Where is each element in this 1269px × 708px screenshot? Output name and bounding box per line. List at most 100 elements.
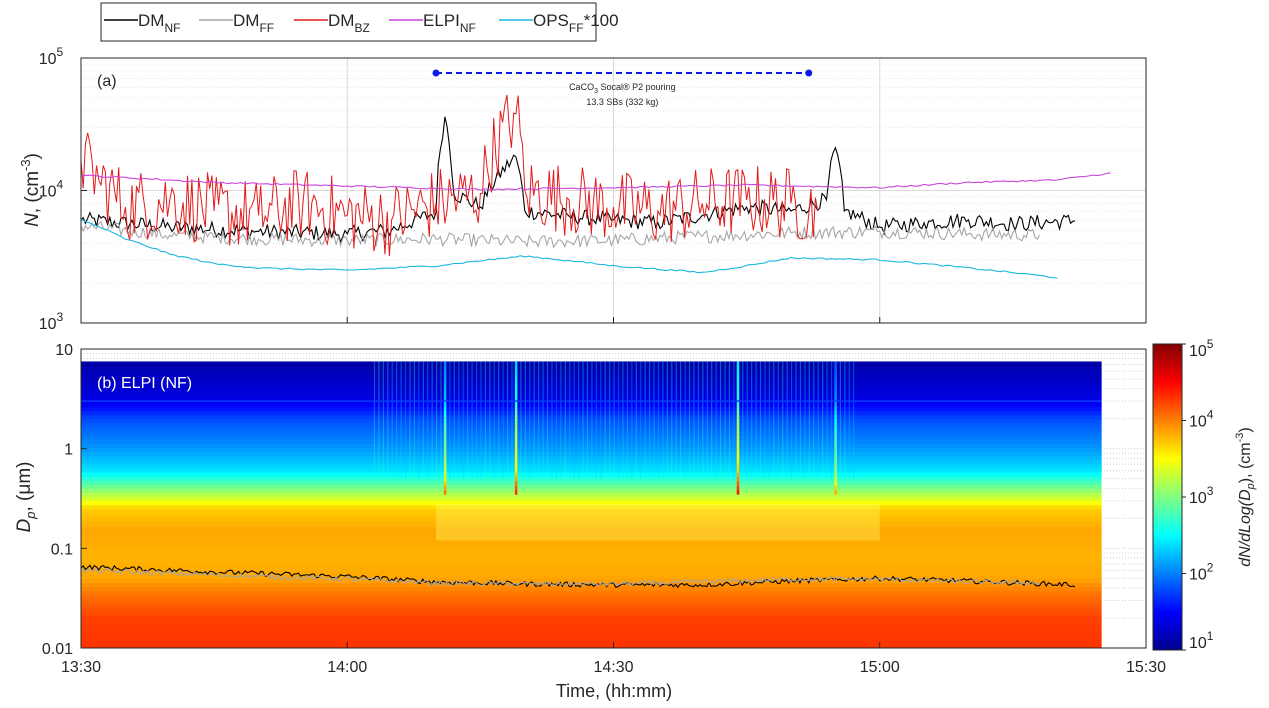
heatmap-streak (418, 361, 420, 479)
panel-a-ylabel-var: N (22, 213, 43, 227)
colorbar-label-close: ) (1237, 427, 1254, 432)
heatmap-streak (595, 361, 597, 479)
heatmap-band (81, 594, 1102, 600)
heatmap-spike (443, 458, 447, 464)
heatmap-streak (684, 361, 686, 479)
heatmap-band (81, 578, 1102, 584)
heatmap-spike (834, 361, 837, 367)
heatmap-streak (489, 361, 491, 479)
heatmap-spike (514, 383, 518, 389)
panel-b-ytick-label: 10 (55, 342, 73, 359)
heatmap-spike (514, 374, 518, 380)
heatmap-streak (493, 361, 495, 479)
heatmap-band (81, 508, 1102, 514)
heatmap-band (81, 480, 1102, 485)
heatmap-streak (564, 361, 566, 479)
heatmap-spike (443, 405, 447, 411)
heatmap-band (81, 512, 1102, 518)
heatmap-streak (555, 361, 558, 479)
heatmap-spike (736, 458, 740, 464)
legend-label: OPSFF*100 (533, 11, 619, 35)
heatmap-streak (520, 361, 522, 479)
heatmap-spike (736, 432, 740, 438)
heatmap-spike (834, 418, 837, 424)
heatmap-spike (736, 485, 740, 491)
heatmap-spike (834, 370, 837, 376)
heatmap-spike (834, 432, 837, 438)
heatmap-spike (514, 489, 518, 495)
heatmap-streak (480, 361, 482, 479)
heatmap-streak (848, 361, 850, 479)
heatmap-band (81, 545, 1102, 551)
heatmap-band (81, 496, 1102, 502)
panel-b-ylabel-rest: , (μm) (14, 462, 35, 512)
heatmap-spike (834, 471, 837, 478)
heatmap-streak (626, 361, 629, 479)
heatmap-spike (834, 423, 837, 429)
heatmap-streak (458, 361, 460, 479)
heatmap-spike (443, 401, 447, 407)
heatmap-band (81, 471, 1102, 477)
heatmap-spike (514, 410, 518, 416)
heatmap-band (81, 541, 1102, 547)
heatmap-streak (764, 361, 766, 479)
heatmap-streak (808, 361, 810, 479)
heatmap-spike (514, 370, 518, 376)
heatmap-streak (724, 361, 726, 479)
heatmap-spike (834, 467, 837, 473)
heatmap-band (81, 619, 1102, 625)
heatmap-streak (715, 361, 717, 479)
heatmap-band (81, 365, 1102, 371)
heatmap-spike (736, 476, 740, 482)
x-tick-label: 15:30 (1126, 659, 1166, 676)
heatmap-streak (498, 361, 500, 479)
panel-a-label: (a) (97, 73, 117, 90)
heatmap-band (81, 517, 1102, 522)
heatmap-spike (736, 436, 740, 442)
colorbar: 101 102 103 104 105 dN/dLog(Dp), (cm-3) (1152, 337, 1257, 652)
heatmap-spike (443, 476, 447, 482)
heatmap-spike (514, 423, 518, 429)
heatmap-spike (834, 445, 837, 451)
heatmap-spike (834, 449, 837, 455)
heatmap-spike (443, 436, 447, 442)
heatmap-spike (736, 454, 740, 460)
heatmap-streak (475, 361, 478, 479)
heatmap-streak (666, 361, 668, 479)
heatmap-spike (834, 383, 837, 389)
colorbar-label: dN/dLog(Dp), (cm-3) (1234, 427, 1257, 566)
pouring-label-line1: CaCO3 Socal® P2 pouring (569, 82, 676, 95)
heatmap-band (81, 635, 1102, 641)
heatmap-band (81, 377, 1102, 383)
heatmap-spike (834, 427, 837, 433)
panel-b-overlay (81, 564, 1076, 589)
heatmap-spike (834, 476, 837, 482)
heatmap-streak (582, 361, 584, 479)
heatmap-band (81, 451, 1102, 457)
heatmap-spike (443, 445, 447, 451)
colorbar-tick-label: 104 (1189, 408, 1214, 431)
panel-a-ylabel-unit: , (cm (22, 171, 43, 213)
heatmap-band (81, 525, 1102, 530)
heatmap-streak (391, 361, 393, 479)
heatmap-band (81, 488, 1102, 494)
heatmap-spike (443, 379, 447, 385)
heatmap-streak (711, 361, 713, 479)
heatmap-spike (834, 401, 837, 407)
heatmap-band (81, 373, 1102, 379)
heatmap-spike (834, 374, 837, 380)
heatmap-spike (834, 405, 837, 411)
heatmap-band (81, 607, 1102, 612)
heatmap-streak (795, 361, 797, 479)
heatmap-streak (640, 361, 642, 479)
series-dm-ff (81, 220, 1040, 249)
heatmap-streak (400, 361, 402, 479)
heatmap-band (81, 463, 1102, 469)
heatmap-spike (514, 436, 518, 442)
heatmap-spike (443, 365, 447, 371)
heatmap-band (81, 484, 1102, 489)
heatmap-band (81, 504, 1102, 510)
heatmap-band (81, 553, 1102, 559)
heatmap-band (81, 615, 1102, 620)
heatmap-band (81, 414, 1102, 420)
